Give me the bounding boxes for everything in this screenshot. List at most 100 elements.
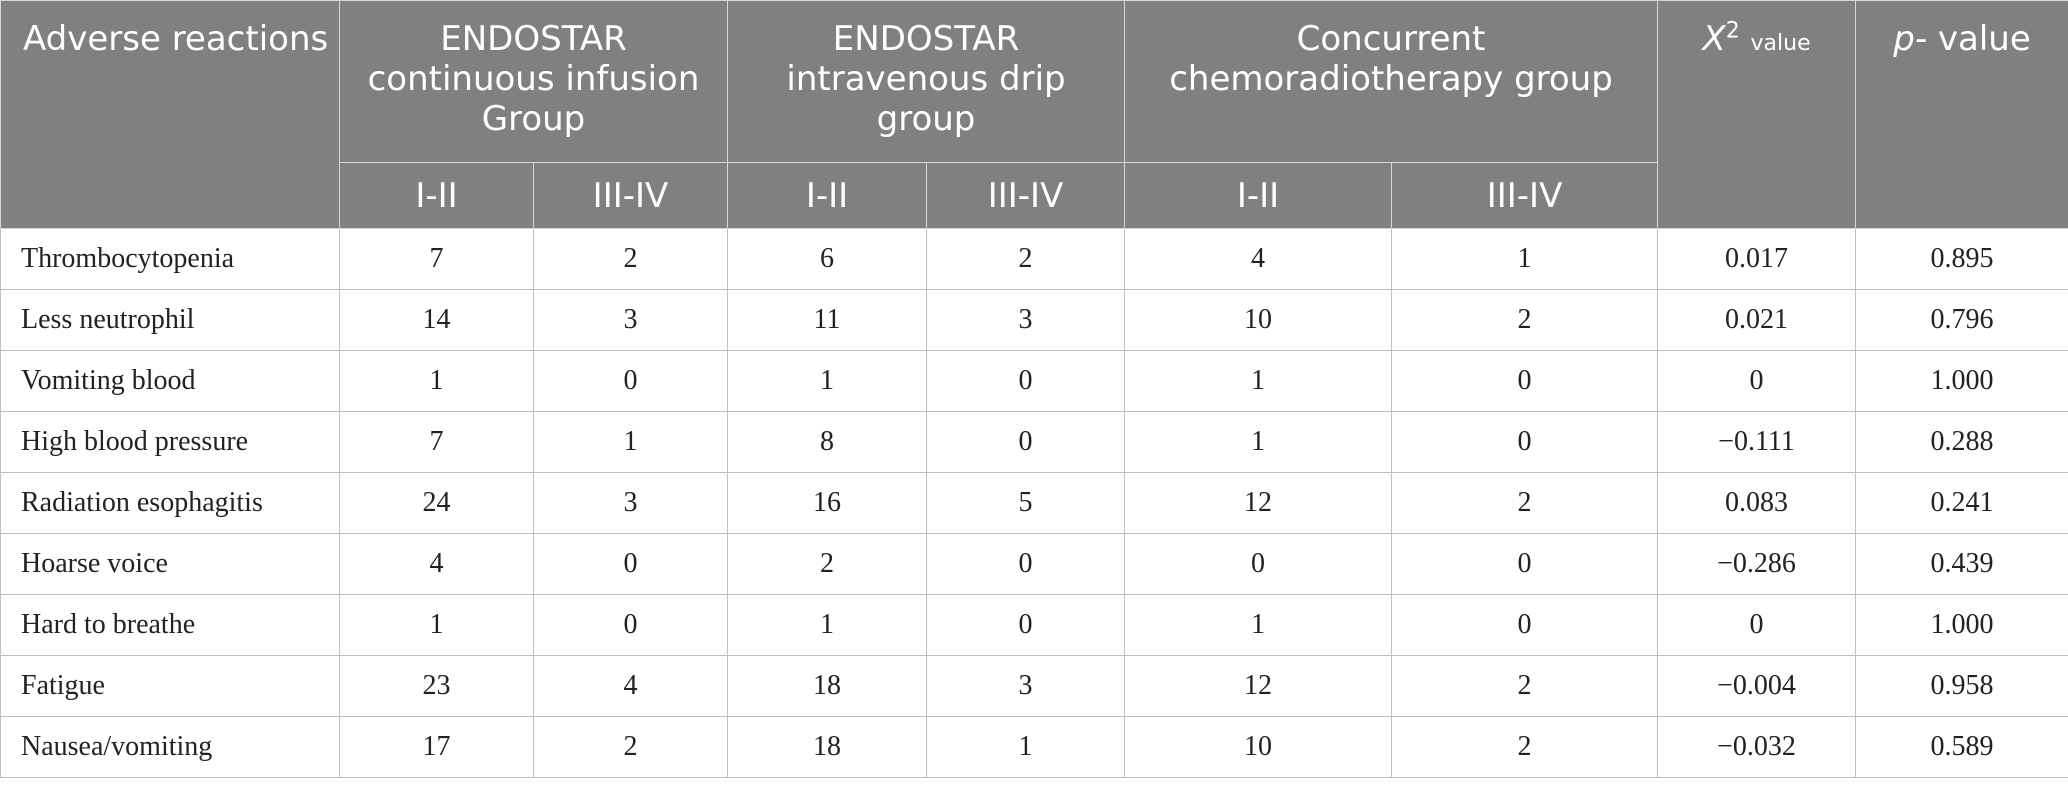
table-cell: 1 (533, 411, 728, 473)
table-cell: 2 (1391, 289, 1659, 351)
table-cell: 0.895 (1855, 228, 2068, 290)
table-cell: 12 (1124, 655, 1393, 717)
table-body: Thrombocytopenia 7 2 6 2 4 1 0.017 0.895 Less neu… (0, 228, 2068, 778)
chi-symbol: X (1702, 19, 1726, 59)
table-cell: 6 (727, 228, 927, 290)
table-cell: 1 (925, 716, 1126, 778)
table-cell: −0.111 (1657, 411, 1857, 473)
table-cell: 0 (533, 533, 728, 595)
header-grade-high: III-IV (533, 162, 728, 229)
table-row: Less neutrophil 14 3 11 3 10 2 0.021 0.796 (0, 289, 2068, 351)
table-cell: 3 (925, 655, 1126, 717)
table-cell: 1 (1124, 350, 1393, 412)
table-cell: 0 (925, 350, 1126, 412)
table-cell: 0.958 (1855, 655, 2068, 717)
table-cell: 0.589 (1855, 716, 2068, 778)
row-label: High blood pressure (0, 411, 340, 473)
table-cell: 0 (533, 350, 728, 412)
table-cell: 1 (727, 350, 927, 412)
row-label: Fatigue (0, 655, 340, 717)
table-cell: −0.032 (1657, 716, 1857, 778)
table-cell: 0 (533, 594, 728, 656)
table-cell: 2 (1391, 716, 1659, 778)
row-label: Vomiting blood (0, 350, 340, 412)
header-grade-low: I-II (339, 162, 534, 229)
p-suffix: value (1937, 19, 2031, 59)
table-row: Nausea/vomiting 17 2 18 1 10 2 −0.032 0.589 (0, 716, 2068, 778)
row-label: Hard to breathe (0, 594, 340, 656)
header-adverse-reactions: Adverse reactions (0, 0, 340, 229)
chi-suffix: value (1750, 31, 1811, 56)
table-cell: 0 (925, 533, 1126, 595)
header-group-chemoradiotherapy: Concurrent chemoradiotherapy group (1124, 0, 1659, 163)
table-cell: 3 (925, 289, 1126, 351)
table-cell: 1.000 (1855, 594, 2068, 656)
table-cell: 18 (727, 716, 927, 778)
table-cell: 0 (1391, 411, 1659, 473)
table-cell: 2 (1391, 655, 1659, 717)
header-row-groups: Adverse reactions ENDOSTAR continuous in… (0, 0, 2068, 229)
table-cell: 24 (339, 472, 534, 534)
table-cell: 2 (727, 533, 927, 595)
table-cell: 0 (925, 594, 1126, 656)
table-cell: 0.241 (1855, 472, 2068, 534)
table-cell: 0.083 (1657, 472, 1857, 534)
header-group-intravenous-drip: ENDOSTAR intravenous drip group (726, 0, 1126, 163)
header-grade-low: I-II (727, 162, 927, 229)
table-cell: 2 (1391, 472, 1659, 534)
adverse-reactions-table: Adverse reactions ENDOSTAR continuous in… (0, 0, 2068, 778)
table-cell: 0 (1391, 350, 1659, 412)
table-cell: 0 (925, 411, 1126, 473)
table-cell: 1 (727, 594, 927, 656)
chi-superscript: 2 (1725, 18, 1740, 44)
table-cell: 1 (1124, 411, 1393, 473)
table-cell: 14 (339, 289, 534, 351)
table-cell: −0.004 (1657, 655, 1857, 717)
table-cell: 0.288 (1855, 411, 2068, 473)
p-symbol: p- (1893, 19, 1928, 59)
table-cell: 2 (533, 716, 728, 778)
table-cell: 0 (1391, 533, 1659, 595)
table-row: High blood pressure 7 1 8 0 1 0 −0.111 0.288 (0, 411, 2068, 473)
table-cell: 2 (925, 228, 1126, 290)
table-cell: −0.286 (1657, 533, 1857, 595)
table-cell: 10 (1124, 289, 1393, 351)
table-row: Hard to breathe 1 0 1 0 1 0 0 1.000 (0, 594, 2068, 656)
table-cell: 3 (533, 289, 728, 351)
table-cell: 4 (533, 655, 728, 717)
table-cell: 17 (339, 716, 534, 778)
table-row: Thrombocytopenia 7 2 6 2 4 1 0.017 0.895 (0, 228, 2068, 290)
header-grade-low: I-II (1124, 162, 1393, 229)
table-cell: 1 (1124, 594, 1393, 656)
table-cell: 0.017 (1657, 228, 1857, 290)
table-row: Hoarse voice 4 0 2 0 0 0 −0.286 0.439 (0, 533, 2068, 595)
table-row: Fatigue 23 4 18 3 12 2 −0.004 0.958 (0, 655, 2068, 717)
row-label: Hoarse voice (0, 533, 340, 595)
table-row: Radiation esophagitis 24 3 16 5 12 2 0.083 0.241 (0, 472, 2068, 534)
header-group-continuous-infusion: ENDOSTAR continuous infusion Group (339, 0, 728, 163)
table-cell: 1.000 (1855, 350, 2068, 412)
table-cell: 0 (1657, 594, 1857, 656)
table-cell: 4 (339, 533, 534, 595)
table-cell: 10 (1124, 716, 1393, 778)
table-cell: 1 (339, 350, 534, 412)
table-cell: 12 (1124, 472, 1393, 534)
row-label: Thrombocytopenia (0, 228, 340, 290)
table-cell: 7 (339, 228, 534, 290)
header-grade-high: III-IV (1391, 162, 1659, 229)
table-cell: 16 (727, 472, 927, 534)
table-cell: 8 (727, 411, 927, 473)
header-row-grades: I-II III-IV I-II III-IV I-II III-IV (1, 162, 2068, 229)
table-cell: 0 (1657, 350, 1857, 412)
table-cell: 5 (925, 472, 1126, 534)
table-cell: 1 (339, 594, 534, 656)
row-label: Less neutrophil (0, 289, 340, 351)
table-cell: 0 (1391, 594, 1659, 656)
row-label: Nausea/vomiting (0, 716, 340, 778)
table-cell: 0.021 (1657, 289, 1857, 351)
row-label: Radiation esophagitis (0, 472, 340, 534)
table-cell: 0 (1124, 533, 1393, 595)
table-row: Vomiting blood 1 0 1 0 1 0 0 1.000 (0, 350, 2068, 412)
table-cell: 3 (533, 472, 728, 534)
table-cell: 18 (727, 655, 927, 717)
